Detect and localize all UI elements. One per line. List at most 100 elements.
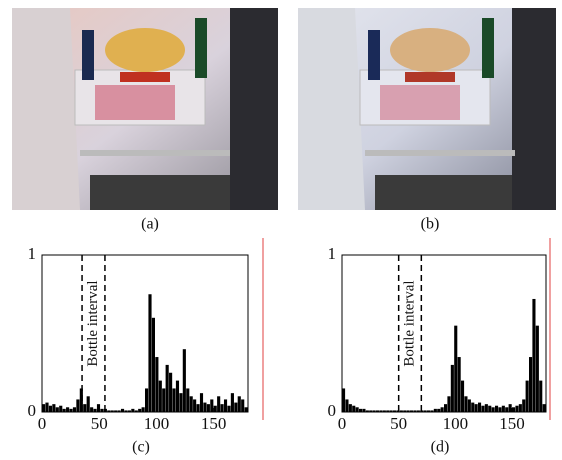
bar: [352, 405, 356, 412]
bar: [196, 404, 200, 412]
bar: [467, 399, 471, 412]
bar: [413, 410, 417, 412]
bar: [96, 404, 101, 412]
plot-frame: [41, 254, 249, 413]
bar: [410, 410, 414, 412]
bar: [134, 410, 138, 412]
bar: [491, 407, 495, 412]
bar: [230, 393, 234, 412]
bar: [45, 402, 49, 412]
bar: [76, 399, 80, 412]
bar: [165, 364, 169, 412]
bar: [186, 388, 190, 412]
caption: (c): [132, 439, 150, 456]
bar: [389, 410, 393, 412]
bar: [450, 364, 454, 412]
bar: [515, 405, 519, 412]
bar: [86, 396, 90, 412]
bar: [55, 407, 59, 412]
x-tick-label: 0: [338, 414, 347, 433]
bar: [437, 408, 441, 412]
bar: [525, 380, 529, 412]
bar: [169, 372, 173, 412]
bar: [100, 408, 104, 412]
bar: [518, 404, 522, 412]
bar: [345, 399, 349, 412]
annotation: Bottle interval: [401, 280, 417, 366]
bar: [348, 404, 352, 412]
bar: [244, 407, 248, 412]
x-tick-label: 0: [38, 414, 47, 433]
x-tick-label: 100: [144, 414, 170, 433]
bar: [461, 380, 465, 412]
bar: [90, 407, 94, 412]
bar: [145, 388, 149, 412]
bar: [59, 405, 63, 412]
photo-a: [12, 8, 278, 210]
bar: [117, 410, 121, 412]
bar: [365, 410, 369, 412]
y-tick-label: 1: [28, 244, 37, 263]
bar: [355, 407, 359, 412]
bar: [423, 410, 427, 412]
bar: [182, 349, 186, 412]
bar: [234, 402, 238, 412]
bar: [148, 294, 152, 412]
bar: [189, 396, 193, 412]
photo-b: [298, 8, 556, 210]
bar: [535, 325, 539, 412]
caption: (b): [421, 216, 440, 233]
bar: [127, 410, 131, 412]
bar: [399, 410, 403, 412]
bar: [62, 408, 66, 412]
bar: [237, 396, 241, 412]
x-tick-label: 100: [443, 414, 469, 433]
x-tick-label: 150: [499, 414, 525, 433]
bar: [342, 388, 346, 412]
bar: [138, 408, 142, 412]
plot-frame: [341, 254, 547, 413]
bar: [532, 298, 536, 412]
bar: [406, 410, 410, 412]
bar: [396, 410, 400, 412]
bar: [464, 396, 468, 412]
bar: [93, 408, 97, 412]
bar: [430, 410, 434, 412]
bar: [217, 396, 221, 412]
bar: [454, 325, 458, 412]
bar: [155, 357, 159, 412]
bar: [107, 410, 111, 412]
caption: (d): [431, 439, 450, 456]
y-tick-label: 0: [328, 401, 337, 420]
bar: [382, 410, 386, 412]
y-tick-label: 1: [328, 244, 337, 263]
bar: [433, 408, 437, 412]
bar: [151, 317, 155, 412]
bar: [386, 410, 390, 412]
bar: [362, 408, 366, 412]
bar: [498, 407, 502, 412]
bar: [42, 404, 46, 412]
bar: [83, 404, 87, 412]
bar: [359, 408, 363, 412]
x-tick-label: 150: [201, 414, 227, 433]
bar: [114, 410, 118, 412]
bar: [369, 410, 373, 412]
bar: [416, 410, 420, 412]
bar: [48, 405, 52, 412]
bar: [379, 410, 383, 412]
bar: [131, 408, 135, 412]
bar: [505, 407, 509, 412]
bar: [495, 405, 499, 412]
bar: [471, 402, 475, 412]
bar: [66, 407, 70, 412]
bar: [403, 410, 407, 412]
bar: [69, 408, 73, 412]
bar: [52, 404, 56, 412]
bar: [427, 410, 431, 412]
bar: [420, 410, 424, 412]
bar: [481, 405, 485, 412]
bar: [220, 404, 224, 412]
bar: [539, 380, 543, 412]
